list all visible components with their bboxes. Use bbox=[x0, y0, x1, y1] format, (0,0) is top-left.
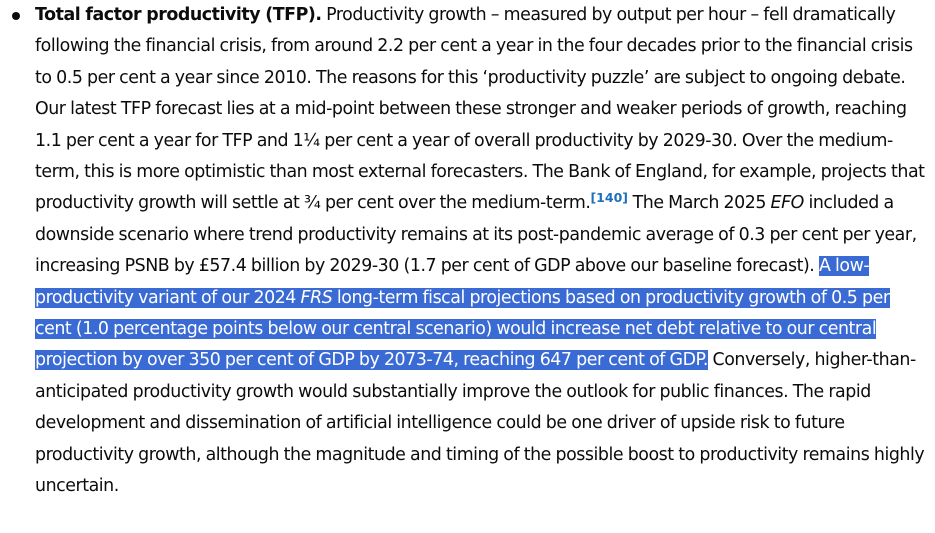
body-text: Conversely, higher-than-anticipated prod… bbox=[35, 350, 925, 497]
bullet-icon bbox=[12, 12, 20, 20]
body-text: included a downside scenario where trend… bbox=[35, 193, 917, 277]
efo-abbreviation: EFO bbox=[770, 193, 805, 214]
body-text: The March 2025 bbox=[628, 193, 771, 214]
selected-text[interactable]: long-term fiscal projections based on pr… bbox=[35, 287, 890, 371]
bullet-list: Total factor productivity (TFP). Product… bbox=[12, 5, 925, 497]
body-text: Productivity growth – measured by output… bbox=[35, 5, 925, 214]
list-item-tfp: Total factor productivity (TFP). Product… bbox=[12, 5, 925, 497]
footnote-link[interactable]: [140] bbox=[590, 190, 628, 206]
item-heading: Total factor productivity (TFP). bbox=[35, 5, 322, 25]
selected-frs-abbreviation[interactable]: FRS bbox=[300, 287, 333, 308]
